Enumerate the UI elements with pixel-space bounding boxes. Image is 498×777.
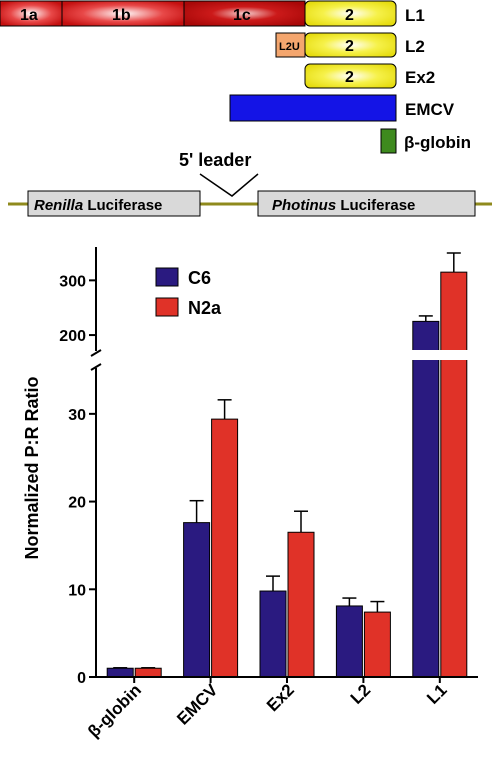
- l2u-label: L2U: [279, 41, 300, 53]
- bar-n2a: [440, 271, 468, 678]
- exon-1c-box: [183, 0, 306, 27]
- bar-chart: Normalized P:R Ratio 0 10 20 30 200 300 β-glob…: [22, 247, 480, 741]
- bar-c6: [106, 667, 134, 678]
- x-tick-label: β-globin: [84, 680, 145, 741]
- legend-label-n2a: N2a: [188, 298, 222, 318]
- exon-1a-label: 1a: [20, 7, 38, 24]
- construct-label-l2: L2: [405, 37, 425, 56]
- y-axis-label: Normalized P:R Ratio: [22, 376, 42, 559]
- axis-break-gap: [98, 350, 480, 360]
- bar-n2a: [134, 667, 162, 678]
- x-tick-label: EMCV: [173, 680, 222, 729]
- legend-label-c6: C6: [188, 268, 211, 288]
- construct-label-globin: β-globin: [404, 133, 471, 152]
- globin-box: [380, 128, 397, 154]
- x-tick-label: Ex2: [263, 680, 298, 715]
- ex2-exon-2-label: 2: [345, 69, 354, 86]
- y-tick-label: 20: [68, 495, 86, 512]
- construct-schematic: 1a 1b 1c 2 L1 L2U 2 L2 2 Ex2 EMCV β-glob…: [0, 0, 492, 217]
- legend-swatch-n2a: [155, 297, 179, 317]
- photinus-luciferase-label: Photinus Luciferase: [272, 197, 415, 214]
- bar-n2a: [363, 611, 391, 678]
- axis-break-mark: [90, 349, 102, 357]
- y-tick-label: 300: [59, 273, 86, 290]
- y-tick-label: 10: [68, 582, 86, 599]
- photinus-luciferase-box: [257, 190, 476, 217]
- bar-c6: [412, 320, 440, 678]
- l2u-box: [275, 32, 306, 58]
- emcv-box: [229, 94, 397, 122]
- bar-n2a: [211, 418, 239, 678]
- legend: C6 N2a: [155, 267, 222, 318]
- y-tick-label: 30: [68, 407, 86, 424]
- legend-swatch-c6: [155, 267, 179, 287]
- exon-1c-label: 1c: [233, 7, 251, 24]
- y-tick-label: 0: [77, 670, 86, 687]
- bar-n2a: [287, 531, 315, 678]
- chart-marks: 0 10 20 30 200 300 β-globin EMCV Ex2 L2 L1: [59, 247, 480, 741]
- x-tick-label: L1: [423, 680, 450, 707]
- bar-c6: [183, 522, 211, 678]
- y-tick-label: 200: [59, 328, 86, 345]
- exon-1b-label: 1b: [112, 7, 131, 24]
- x-tick-label: L2: [347, 680, 374, 707]
- l1-exon-2-label: 2: [345, 7, 354, 24]
- leader-connector: [199, 173, 259, 197]
- construct-label-l1: L1: [405, 6, 425, 25]
- construct-label-emcv: EMCV: [405, 100, 455, 119]
- bar-c6: [259, 590, 287, 678]
- renilla-luciferase-label: Renilla Luciferase: [34, 197, 162, 214]
- leader-label: 5' leader: [179, 150, 251, 170]
- renilla-luciferase-box: [27, 190, 201, 217]
- ex2-exon-2-box: [304, 63, 397, 89]
- axis-break-mark: [90, 363, 102, 371]
- l2-exon-2-box: [304, 32, 397, 58]
- l1-exon-2-box: [304, 0, 397, 27]
- construct-label-ex2: Ex2: [405, 68, 435, 87]
- bar-c6: [335, 605, 363, 678]
- exon-1b-box: [61, 0, 185, 27]
- l2-exon-2-label: 2: [345, 38, 354, 55]
